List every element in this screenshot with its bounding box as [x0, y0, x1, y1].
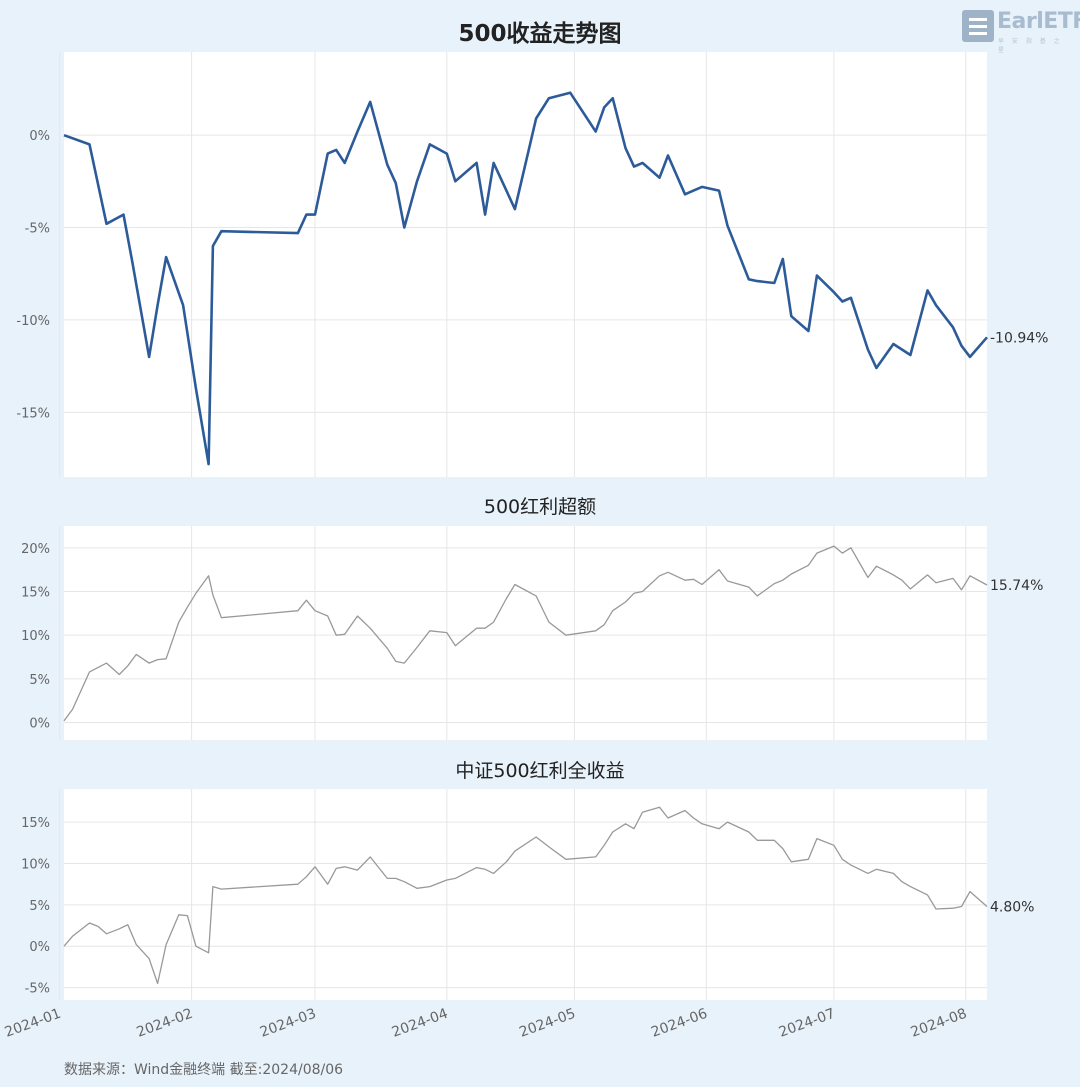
y-tick-label: 20% — [21, 542, 50, 557]
x-tick-label: 2024-06 — [649, 1006, 710, 1041]
logo-mark-icon — [962, 10, 994, 42]
series-line-2 — [63, 545, 988, 722]
chart-title-csi500-dividend-total-return: 中证500红利全收益 — [455, 760, 625, 782]
y-tick-label: 5% — [29, 673, 50, 688]
plot-area-2 — [64, 526, 987, 740]
y-tick-label: 0% — [29, 717, 50, 732]
x-tick-label: 2024-04 — [390, 1006, 451, 1041]
y-tick-label: 10% — [21, 857, 50, 872]
earletf-logo: EarlETF 早 安 指 基 之 星 — [962, 9, 1080, 54]
y-tick-label: 15% — [21, 586, 50, 601]
last-value-label: 4.80% — [990, 899, 1034, 915]
y-tick-label: -10% — [16, 314, 50, 329]
series-line-3 — [63, 806, 988, 985]
y-tick-label: -5% — [25, 982, 50, 997]
x-tick-label: 2024-01 — [3, 1006, 63, 1041]
y-tick-label: 0% — [29, 129, 50, 144]
x-tick-label: 2024-02 — [135, 1006, 195, 1041]
plot-area-1 — [64, 52, 987, 477]
y-tick-label: -15% — [16, 406, 50, 421]
y-tick-label: -5% — [25, 222, 50, 237]
y-tick-label: 15% — [21, 816, 50, 831]
logo-text: EarlETF — [997, 9, 1080, 34]
x-tick-label: 2024-03 — [258, 1006, 318, 1041]
x-tick-label: 2024-08 — [909, 1006, 969, 1041]
y-tick-label: 10% — [21, 629, 50, 644]
chart-title-500-return: 500收益走势图 — [458, 21, 622, 47]
y-tick-label: 0% — [29, 940, 50, 955]
plot-area-3 — [64, 789, 987, 1000]
logo-subtext: 早 安 指 基 之 星 — [998, 38, 1063, 54]
source-note: 数据来源：Wind金融终端 截至:2024/08/06 — [64, 1062, 344, 1078]
series-line-1 — [63, 91, 988, 466]
y-tick-label: 5% — [29, 899, 50, 914]
chart-title-500-dividend-excess: 500红利超额 — [483, 496, 597, 518]
last-value-label: 15.74% — [990, 578, 1043, 594]
x-tick-label: 2024-05 — [517, 1006, 577, 1041]
x-tick-label: 2024-07 — [777, 1006, 837, 1041]
last-value-label: -10.94% — [990, 330, 1048, 346]
